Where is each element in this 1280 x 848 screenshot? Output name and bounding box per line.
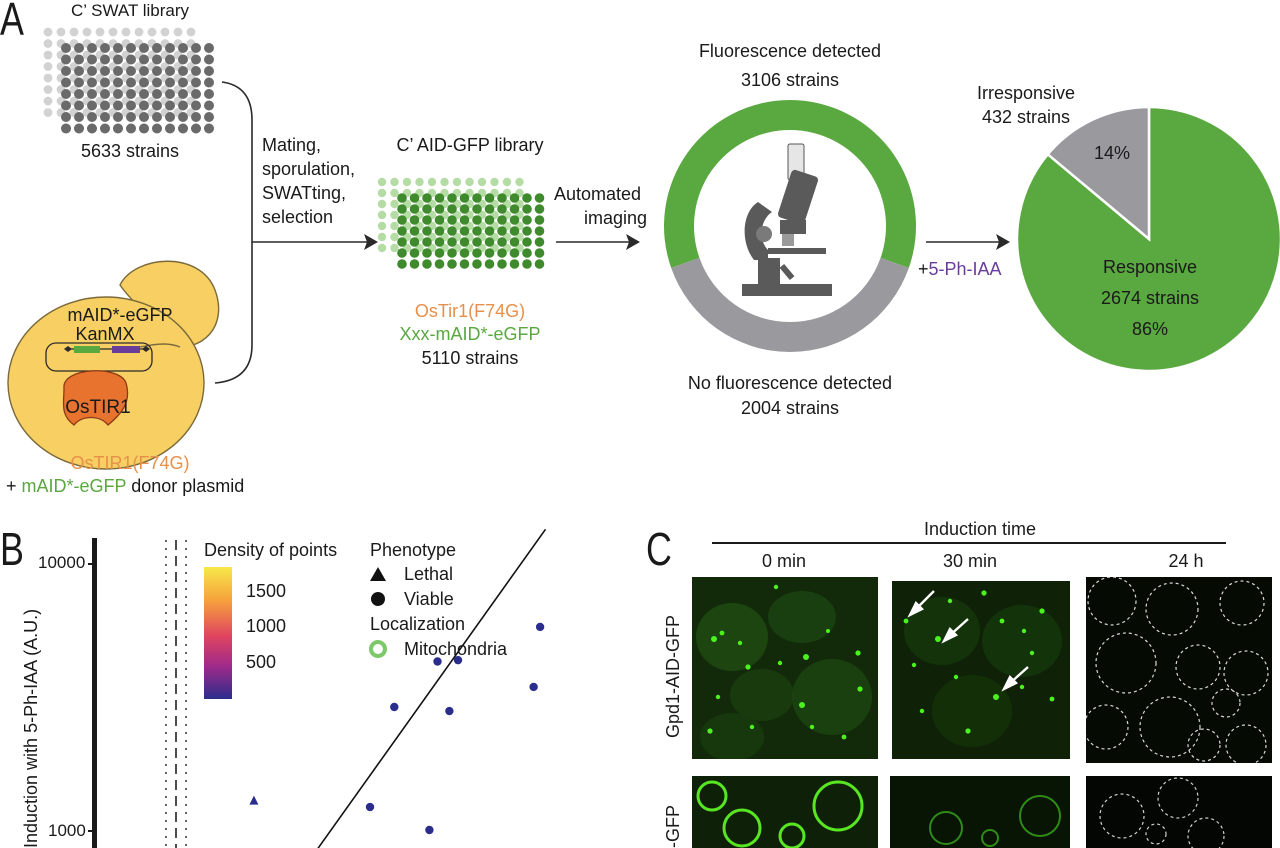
y-tick-10000: 10000: [38, 553, 86, 572]
imaging-label: Automated imaging: [554, 184, 648, 228]
viable-point-7: [425, 825, 434, 835]
responsive-pie-chart: [1015, 105, 1280, 373]
ring-top-label-2: 3106 strains: [740, 70, 840, 90]
ring-bottom-label-1: No fluorescence detected: [687, 373, 893, 393]
induction-time-bar: [712, 542, 1226, 544]
construct-label-kanmx: KanMX: [75, 324, 135, 344]
time-24h: 24 h: [1168, 551, 1204, 571]
panel-b-label: B: [0, 523, 24, 575]
ring-bottom-label-2: 2004 strains: [740, 398, 840, 418]
irresponsive-pct: 14%: [1093, 143, 1131, 163]
donor-caption: + mAID*-eGFP donor plasmid: [6, 476, 245, 496]
treatment-label: +5-Ph-IAA: [918, 259, 1002, 279]
viable-point-1: [433, 657, 442, 666]
micrograph-row2-24h: [1086, 776, 1272, 848]
localization-mitochondria: Mitochondria: [404, 639, 508, 659]
donor-caption-ostir1: OsTIR1(F74G): [70, 453, 190, 473]
panel-c-label: C: [646, 523, 672, 575]
lethal-point-0: [249, 795, 259, 805]
ring-segment-fluorescent: [664, 100, 916, 268]
aid-gfp-plate-icon: [377, 177, 545, 269]
y-axis-line: [92, 538, 97, 848]
micrograph-gpd1-24h: [1086, 577, 1272, 763]
responsive-label-1: Responsive: [1102, 257, 1198, 277]
aid-line-ostir: OsTir1(F74G): [414, 301, 526, 321]
ostir1-label: OsTIR1: [65, 397, 131, 418]
y-tick-mark-1000: [88, 830, 93, 832]
micrograph-gpd1-0min: [692, 577, 878, 759]
viable-point-6: [365, 802, 375, 812]
triangle-icon: [370, 567, 386, 581]
phenotype-viable: Viable: [404, 589, 454, 609]
scatter-plot: [165, 528, 547, 848]
phenotype-lethal: Lethal: [404, 564, 454, 584]
density-colorbar: [204, 567, 232, 699]
diagonal-reference-line: [317, 528, 547, 848]
circle-icon: [371, 592, 385, 606]
aid-line-maid: Xxx-mAID*-eGFP: [399, 324, 541, 344]
construct-label-maid: mAID*-eGFP: [67, 305, 173, 325]
responsive-label-2: 2674 strains: [1100, 288, 1200, 308]
aid-strains: 5110 strains: [421, 348, 519, 368]
viable-point-0: [535, 622, 545, 632]
row-label-gfp: -GFP: [663, 805, 683, 848]
y-tick-1000: 1000: [48, 821, 86, 840]
y-axis-label: Induction with 5-Ph-IAA (A.U.): [21, 608, 41, 848]
y-tick-mark-10000: [88, 563, 93, 565]
phenotype-legend-title: Phenotype: [370, 540, 457, 560]
density-tick-500: 500: [246, 652, 277, 672]
viable-point-2: [453, 655, 463, 665]
induction-time-title: Induction time: [923, 519, 1037, 539]
ring-icon: [369, 640, 387, 658]
swat-plate-icon: [43, 27, 214, 134]
viable-point-5: [529, 682, 538, 692]
time-0min: 0 min: [761, 551, 806, 571]
yeast-cell-illustration: [7, 260, 220, 470]
irresponsive-label-2: 432 strains: [981, 107, 1071, 127]
micrograph-gpd1-30min: [892, 581, 1070, 759]
pie-slice-irresponsive: [1046, 105, 1151, 242]
swat-strains: 5633 strains: [80, 141, 180, 161]
aid-library-title: C’ AID-GFP library: [396, 135, 544, 155]
ring-segment-non-fluorescent: [671, 257, 909, 352]
time-30min: 30 min: [942, 551, 998, 571]
row-label-gpd1: Gpd1-AID-GFP: [663, 614, 683, 738]
panel-a-label: A: [0, 0, 24, 45]
swat-library-title: C’ SWAT library: [70, 1, 190, 20]
density-tick-1000: 1000: [246, 616, 287, 636]
micrograph-row2-30min: [890, 776, 1070, 848]
fluorescence-ring-chart: [664, 100, 916, 352]
viable-point-4: [445, 706, 454, 716]
density-tick-1500: 1500: [246, 581, 287, 601]
microscope-icon: [742, 143, 832, 296]
irresponsive-label-1: Irresponsive: [976, 83, 1076, 103]
viable-point-3: [390, 702, 399, 712]
localization-legend-title: Localization: [370, 614, 466, 634]
density-legend-title: Density of points: [204, 540, 338, 560]
micrograph-row2-0min: [692, 776, 878, 848]
ring-top-label-1: Fluorescence detected: [698, 41, 882, 61]
responsive-pct: 86%: [1131, 319, 1169, 339]
